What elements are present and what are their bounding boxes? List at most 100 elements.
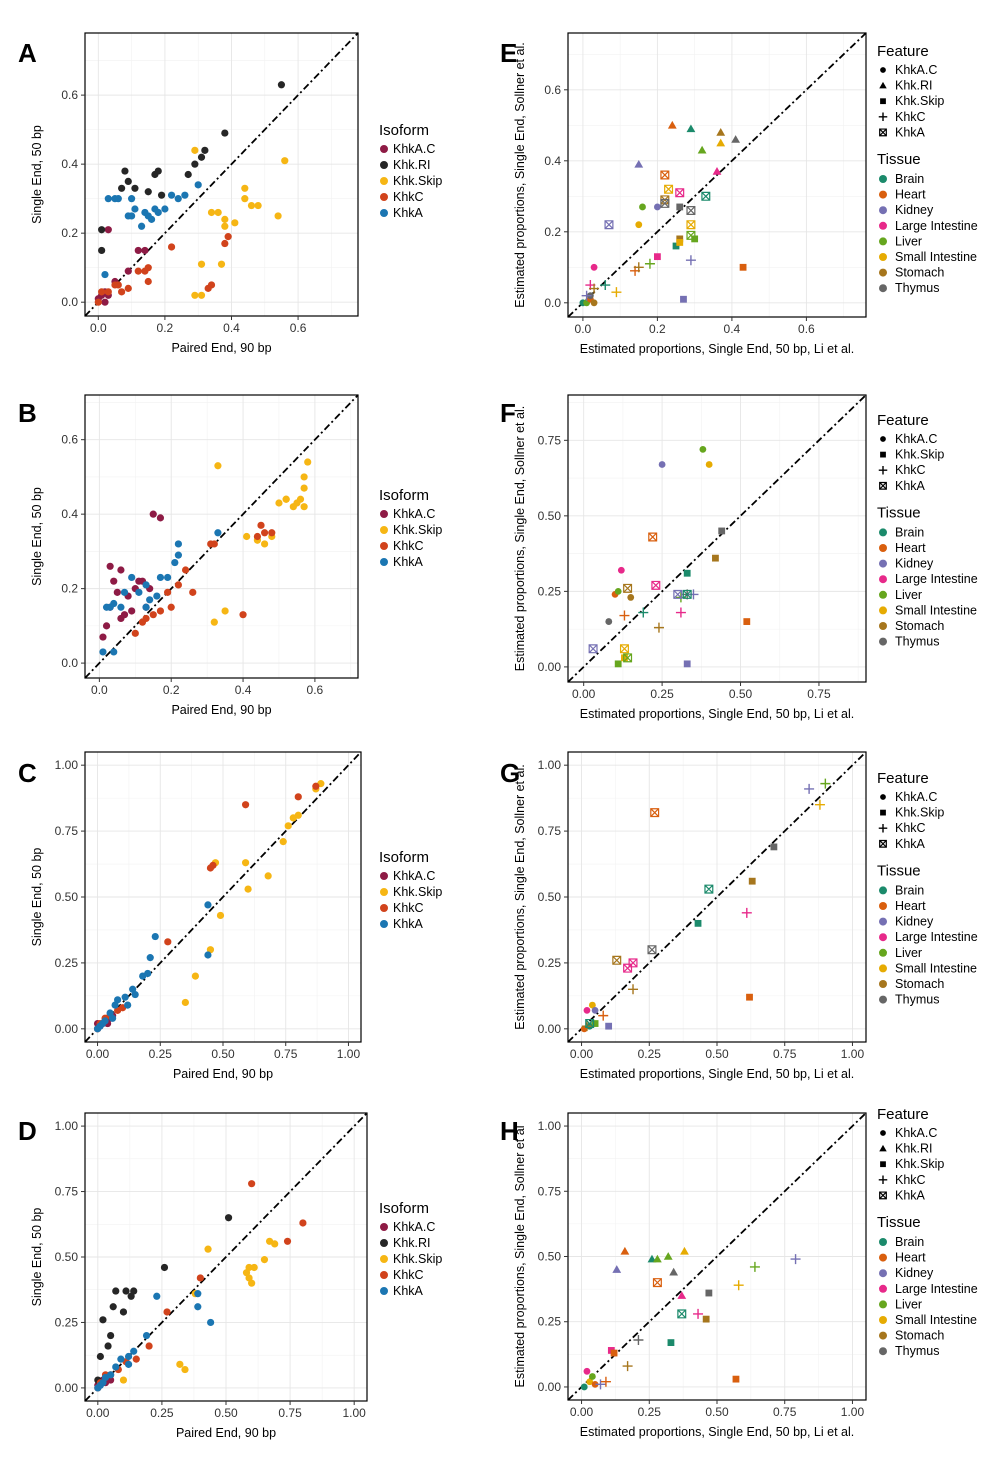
data-point — [675, 607, 686, 618]
y-tick-label: 0.50 — [55, 1250, 79, 1264]
legend-label: Khk.RI — [895, 79, 933, 93]
legend-swatch — [879, 284, 887, 293]
data-point — [156, 573, 165, 582]
data-point — [137, 222, 146, 230]
data-point — [104, 288, 112, 296]
data-point — [174, 540, 182, 548]
data-point — [194, 181, 202, 189]
y-tick-label: 0.25 — [538, 1315, 562, 1329]
data-point — [154, 208, 162, 217]
data-point — [281, 157, 289, 165]
data-point — [107, 1331, 115, 1340]
panel-label: G — [500, 758, 520, 788]
legend-title: Isoform — [379, 1200, 429, 1217]
legend-label: KhkC — [895, 110, 926, 124]
data-point — [253, 532, 262, 541]
data-point — [167, 603, 175, 611]
x-tick-label: 1.00 — [841, 1405, 865, 1419]
panel-label: D — [18, 1116, 37, 1146]
data-point — [104, 226, 112, 234]
data-point — [699, 445, 707, 453]
y-tick-label: 0.50 — [55, 890, 79, 904]
data-point — [141, 246, 149, 255]
x-axis-label: Estimated proportions, Single End, 50 bp… — [580, 707, 854, 721]
legend-swatch — [880, 98, 886, 105]
data-point — [102, 622, 111, 630]
data-point — [628, 958, 638, 968]
legend-title: Isoform — [379, 849, 429, 866]
data-point — [686, 230, 696, 240]
panel-f: F 0.00 0.25 0.50 0.75 0.00 0.25 0.50 0.75 Estimat… — [500, 394, 978, 721]
data-point — [682, 589, 692, 599]
y-tick-label: 0.00 — [55, 1022, 79, 1036]
data-point — [614, 660, 622, 668]
legend-label: Kidney — [895, 915, 934, 929]
data-point — [633, 262, 644, 273]
data-point — [588, 644, 598, 654]
data-point — [248, 1279, 256, 1287]
data-point — [117, 566, 125, 574]
data-point — [194, 1290, 202, 1298]
legend-label: KhkA.C — [393, 1220, 435, 1234]
data-point — [312, 782, 320, 790]
y-axis-label: Single End, 50 bp — [30, 848, 44, 947]
legend-swatch — [879, 886, 887, 895]
data-point — [124, 284, 132, 292]
legend-label: Thymus — [895, 993, 939, 1007]
legend-swatch — [380, 872, 388, 880]
y-tick-label: 0.25 — [55, 1315, 79, 1329]
identity-line — [567, 394, 867, 683]
data-point — [654, 253, 661, 261]
data-point — [241, 859, 250, 867]
data-point — [109, 1014, 117, 1022]
data-point — [134, 246, 142, 255]
x-tick-label: 0.6 — [798, 322, 815, 336]
data-point — [628, 984, 639, 995]
data-point — [197, 260, 206, 268]
data-point — [149, 510, 157, 518]
data-point — [191, 972, 199, 980]
x-axis-label: Paired End, 90 bp — [173, 1067, 273, 1081]
data-point — [224, 233, 232, 241]
data-point — [94, 298, 102, 306]
x-axis-label: Paired End, 90 bp — [171, 703, 271, 717]
legend-swatch — [380, 1239, 388, 1247]
data-point — [254, 201, 262, 210]
legend-swatch — [879, 528, 887, 537]
data-point — [241, 801, 250, 809]
data-point — [660, 170, 670, 180]
data-point — [741, 907, 752, 918]
data-point — [296, 495, 305, 503]
data-point — [583, 1367, 591, 1375]
y-axis-label: Estimated proportions, Single End, Solln… — [513, 1126, 527, 1388]
legend-label: Khk.RI — [393, 1236, 431, 1250]
data-point — [580, 1383, 588, 1391]
legend-swatch — [878, 1175, 888, 1185]
data-point — [122, 1287, 130, 1295]
data-point — [770, 843, 778, 851]
legend-swatch — [380, 1223, 388, 1231]
data-point — [149, 611, 157, 619]
data-point — [128, 573, 136, 582]
data-point — [718, 527, 726, 535]
data-point — [653, 1254, 662, 1263]
data-point — [98, 288, 106, 296]
data-point — [130, 1287, 138, 1295]
legend-label: Stomach — [895, 977, 944, 991]
y-tick-label: 0.0 — [544, 296, 561, 310]
data-point — [153, 592, 161, 600]
legend-swatch — [380, 209, 388, 217]
data-point — [677, 1309, 687, 1319]
data-point — [250, 1263, 258, 1272]
data-point — [676, 203, 684, 211]
data-point — [204, 951, 212, 959]
legend-label: KhkA — [393, 555, 424, 569]
data-point — [112, 1363, 120, 1371]
data-point — [209, 861, 217, 869]
legend-swatch — [878, 465, 888, 475]
y-tick-label: 1.00 — [55, 1119, 79, 1133]
data-point — [300, 473, 308, 481]
legend-swatch — [880, 67, 886, 73]
data-point — [300, 503, 308, 511]
data-point — [245, 1263, 253, 1272]
